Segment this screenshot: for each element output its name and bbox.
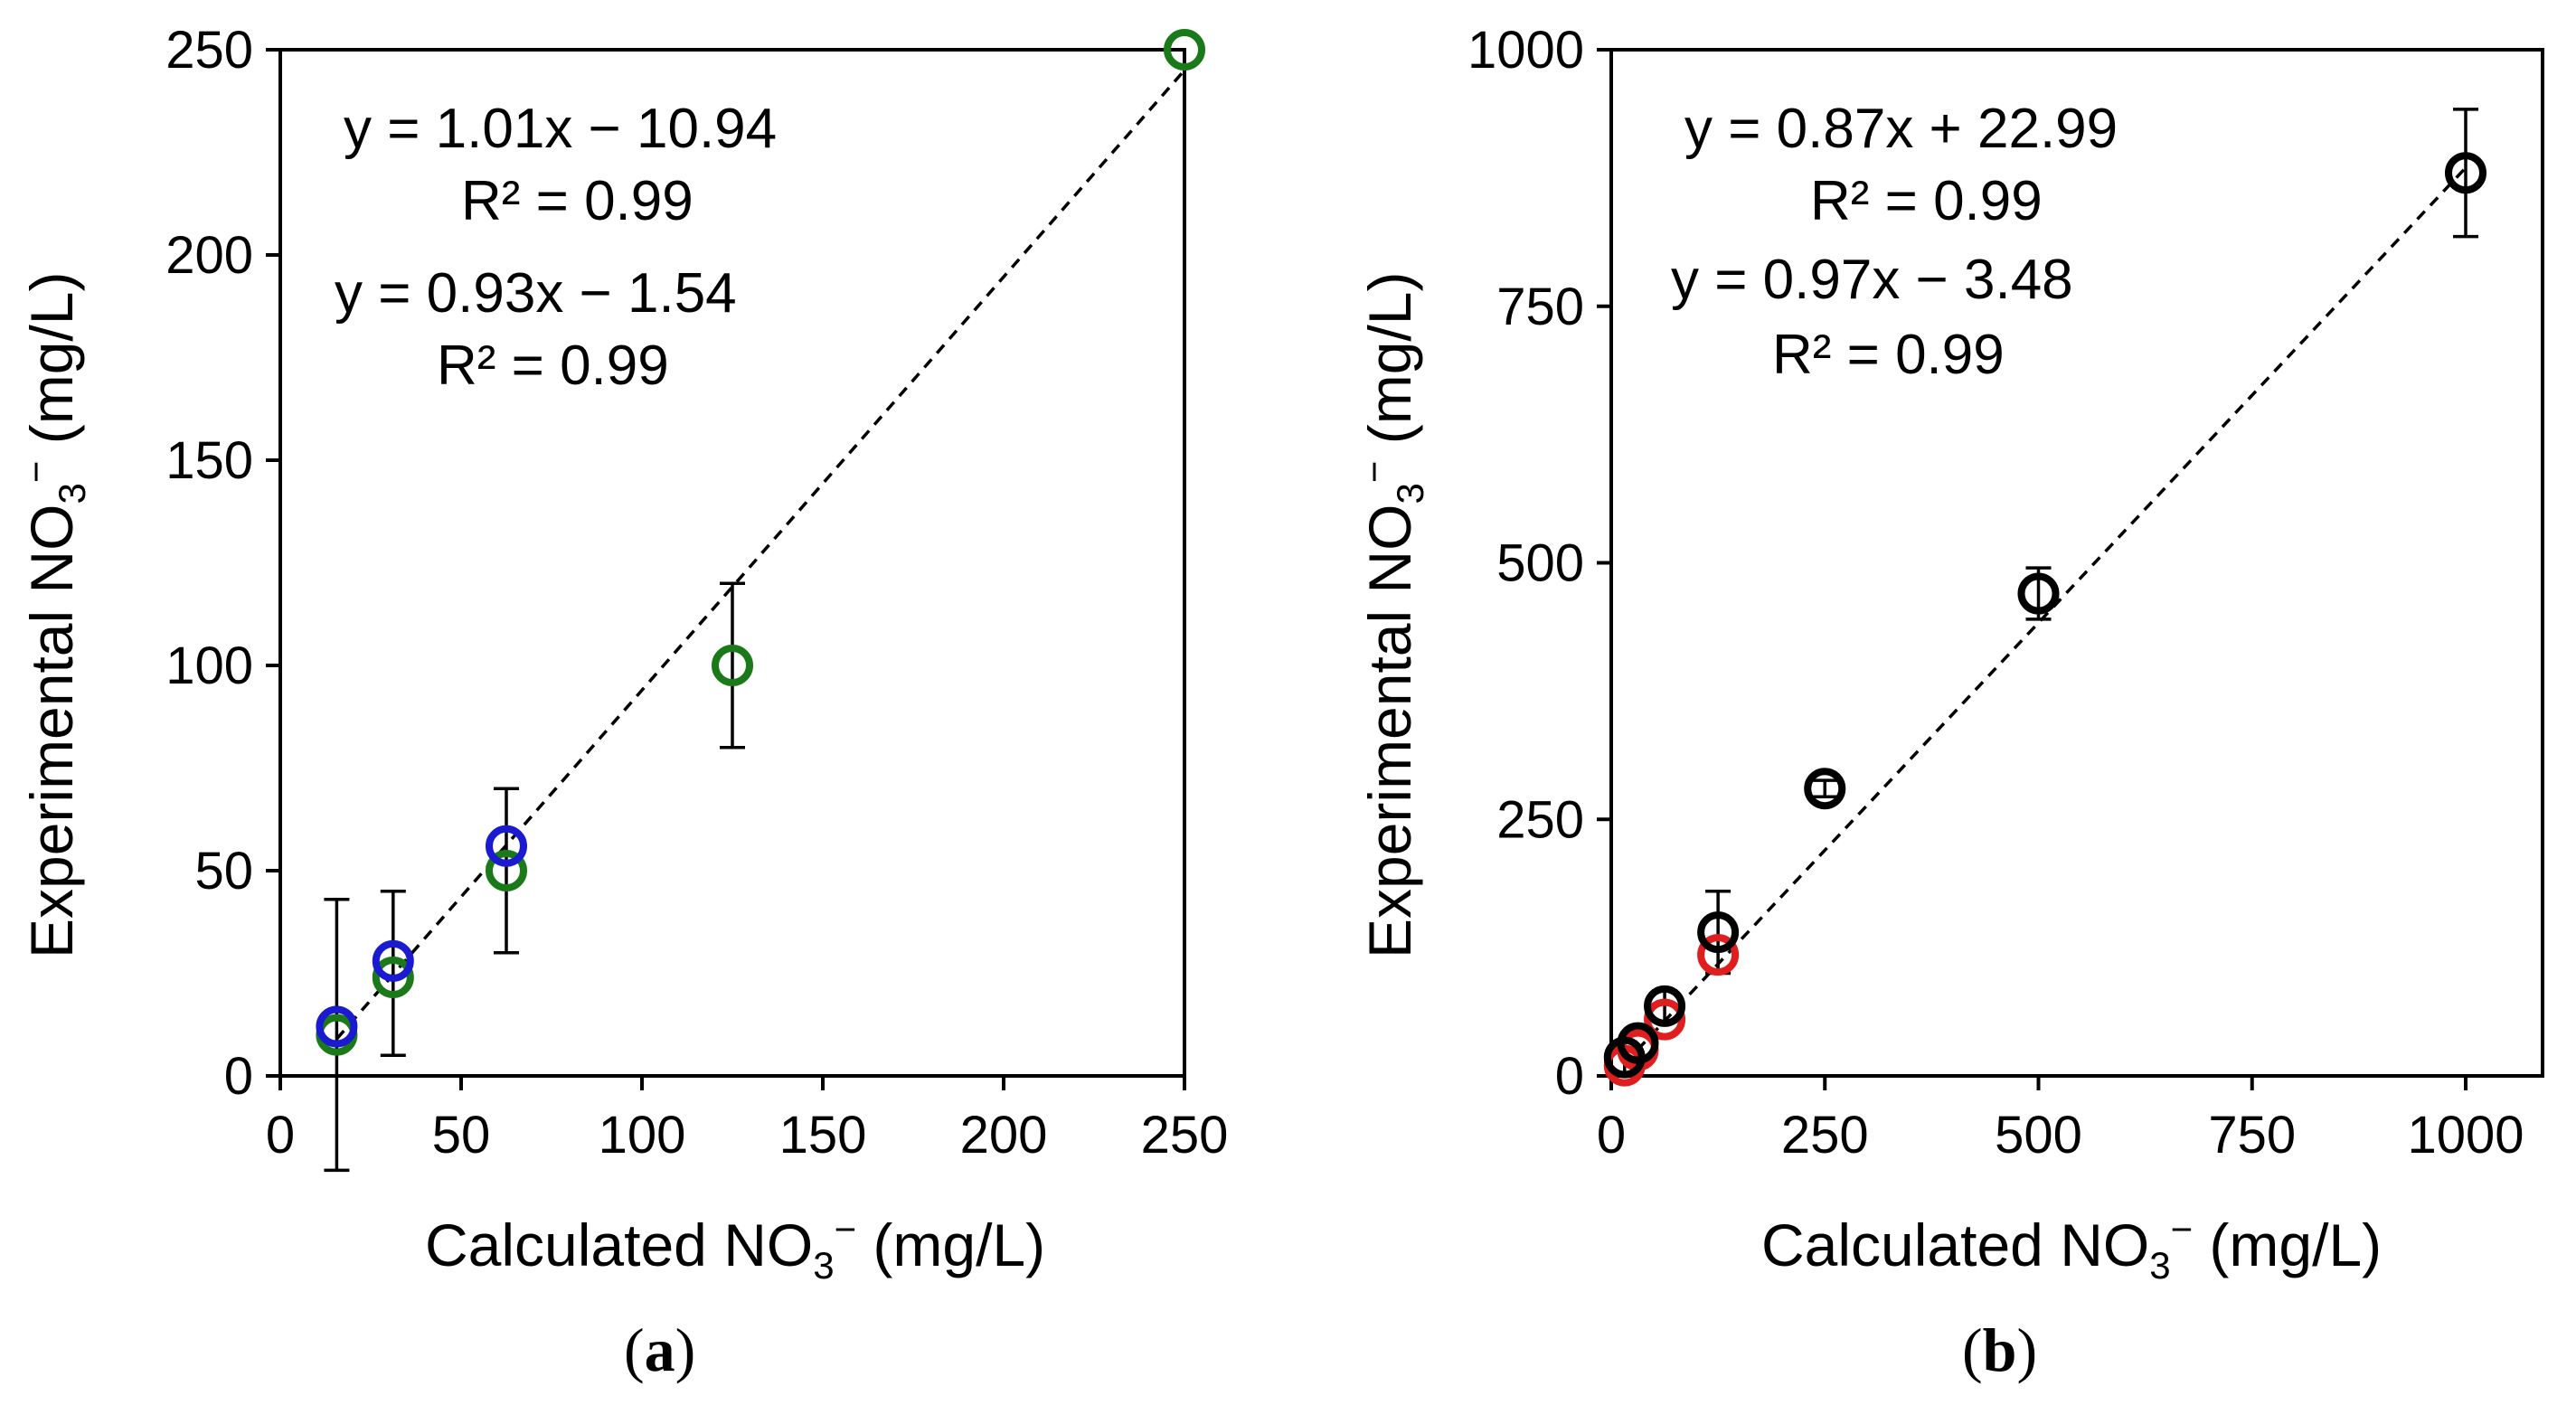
x-tick-label-b-2: 500 [1995, 1106, 2082, 1165]
equations-a: y = 1.01x − 10.94 R² = 0.99 y = 0.93x − … [335, 98, 777, 397]
error-bar-a-green-3 [720, 581, 745, 750]
y-tick-label-a-0: 0 [224, 1047, 253, 1106]
y-axis-label-b: Experimental NO3− (mg/L) [1353, 272, 1431, 958]
point-b-red-2 [1644, 998, 1686, 1041]
y-tick-label-b-1: 250 [1496, 790, 1584, 849]
point-b-black-2 [1644, 985, 1686, 1027]
trendline-b [1623, 166, 2467, 1065]
panel-a: 0 50 100 150 200 250 0 50 100 150 200 250 y = 1.01x… [14, 21, 1228, 1384]
point-b-black-4 [1804, 768, 1846, 810]
x-axis-label-a: Calculated NO3− (mg/L) [425, 1208, 1045, 1287]
point-a-green-3 [712, 645, 753, 686]
error-bar-b-black-3 [1812, 778, 1838, 799]
axes-b: 0 250 500 750 1000 0 250 500 750 1000 [1467, 21, 2524, 1165]
point-a-green-2 [486, 850, 527, 891]
x-tick-label-a-1: 50 [432, 1106, 491, 1165]
equation-2-b: y = 0.97x − 3.48 [1671, 249, 2073, 311]
r2-2-b: R² = 0.99 [1772, 324, 2005, 386]
point-b-black-1 [1617, 1022, 1659, 1064]
y-tick-label-b-0: 0 [1555, 1047, 1584, 1106]
r2-2-a: R² = 0.99 [437, 335, 669, 397]
equations-b: y = 0.87x + 22.99 R² = 0.99 y = 0.97x − … [1671, 98, 2118, 386]
caption-a: (a) [624, 1315, 695, 1384]
point-a-blue-0 [316, 1005, 358, 1048]
error-bars-a [324, 581, 745, 1173]
axes-a: 0 50 100 150 200 250 0 50 100 150 200 250 [165, 21, 1228, 1165]
y-tick-label-a-2: 100 [165, 636, 253, 695]
equation-1-b: y = 0.87x + 22.99 [1684, 98, 2118, 160]
x-axis-label-b: Calculated NO3− (mg/L) [1761, 1208, 2382, 1287]
x-tick-label-b-1: 250 [1781, 1106, 1869, 1165]
x-tick-label-b-3: 750 [2208, 1106, 2296, 1165]
caption-b: (b) [1962, 1315, 2037, 1384]
r2-1-b: R² = 0.99 [1810, 170, 2043, 232]
error-bar-b-black-2 [1705, 889, 1731, 976]
point-a-green-1 [372, 957, 414, 999]
y-tick-label-b-4: 1000 [1467, 21, 1584, 80]
r2-1-a: R² = 0.99 [461, 170, 694, 232]
x-tick-label-a-5: 250 [1141, 1106, 1229, 1165]
points-b [1603, 152, 2486, 1087]
point-a-green-4 [1164, 29, 1205, 71]
error-bar-a-green-1 [380, 889, 406, 1058]
x-tick-label-a-3: 150 [779, 1106, 867, 1165]
point-b-black-6 [2445, 152, 2486, 194]
x-tick-label-a-0: 0 [266, 1106, 295, 1165]
point-a-blue-2 [486, 825, 527, 867]
equation-2-a: y = 0.93x − 1.54 [335, 262, 737, 325]
point-b-red-3 [1697, 934, 1740, 976]
y-tick-label-a-4: 200 [165, 226, 253, 285]
y-tick-label-a-3: 150 [165, 431, 253, 490]
plot-frame-a [278, 48, 1186, 1078]
x-tick-label-b-0: 0 [1597, 1106, 1626, 1165]
x-tick-label-a-4: 200 [960, 1106, 1048, 1165]
trendline-a [335, 69, 1186, 1041]
error-bar-a-green-0 [324, 898, 350, 1173]
equation-1-a: y = 1.01x − 10.94 [344, 98, 777, 160]
point-a-blue-1 [372, 939, 414, 982]
panel-b: 0 250 500 750 1000 0 250 500 750 1000 y = 0.87x +… [1353, 21, 2544, 1384]
y-tick-label-a-5: 250 [165, 21, 253, 80]
point-b-black-3 [1697, 911, 1740, 954]
error-bar-b-black-5 [2453, 108, 2478, 239]
error-bar-a-green-2 [494, 787, 519, 955]
point-b-black-5 [2017, 572, 2060, 615]
points-a [316, 29, 1205, 1056]
plot-frame-b [1609, 48, 2544, 1078]
y-axis-label-a: Experimental NO3− (mg/L) [14, 272, 93, 958]
x-tick-label-b-4: 1000 [2407, 1106, 2524, 1165]
y-tick-label-b-2: 500 [1496, 534, 1584, 593]
y-tick-label-a-1: 50 [194, 842, 253, 901]
x-tick-label-a-2: 100 [599, 1106, 686, 1165]
y-tick-label-b-3: 750 [1496, 278, 1584, 336]
